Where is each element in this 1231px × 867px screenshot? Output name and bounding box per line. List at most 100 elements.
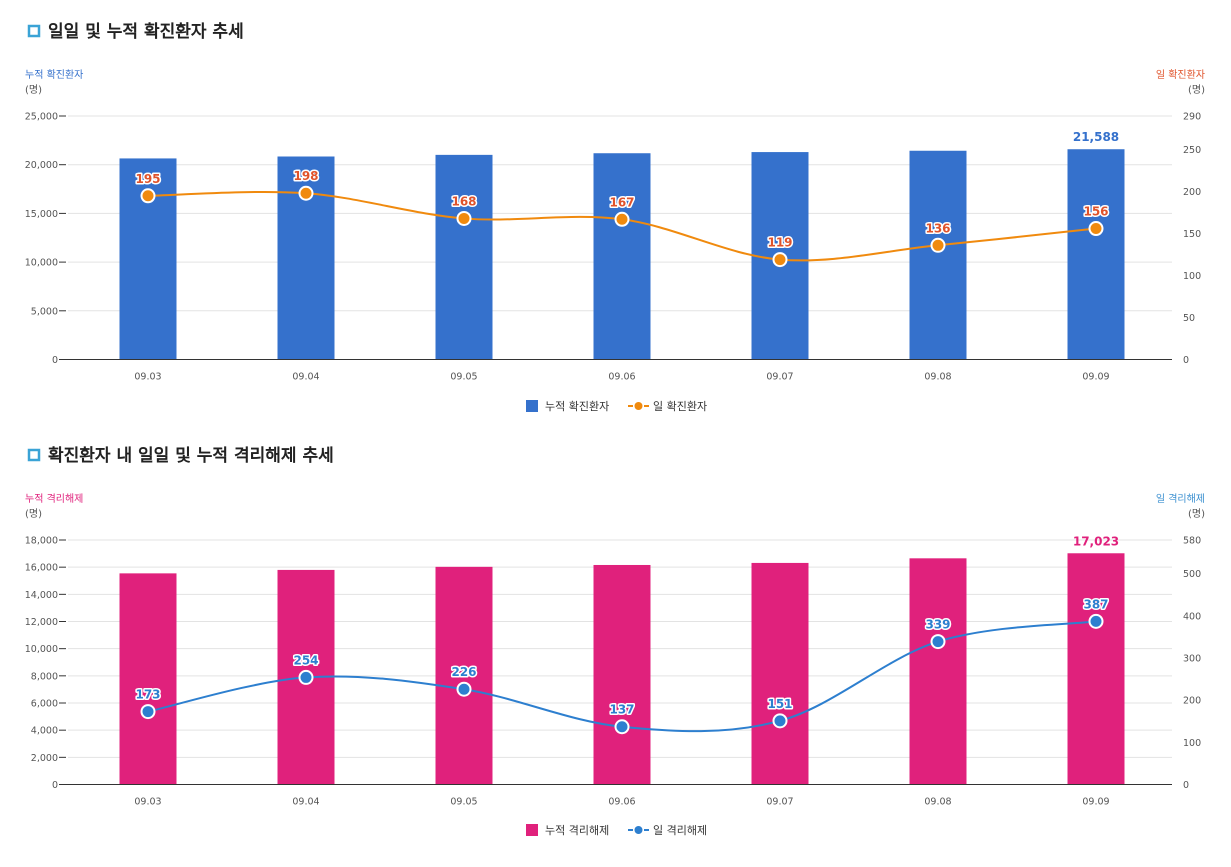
chart-2-title: 확진환자 내 일일 및 누적 격리해제 추세 <box>48 446 334 466</box>
chart-1-legend-bar-label: 누적 확진환자 <box>545 400 609 413</box>
right-tick-label: 400 <box>1183 611 1201 622</box>
chart-1-line-series: 195 198 168 167 119 136 156 <box>134 168 1110 268</box>
line-point <box>140 188 156 204</box>
bar <box>909 558 967 785</box>
left-tick-label: 16,000 <box>25 563 58 574</box>
section-bullet-icon <box>27 448 41 462</box>
x-tick-label: 09.03 <box>134 372 161 383</box>
chart-1-right-axis-unit: (명) <box>1188 84 1205 96</box>
line-point <box>772 252 788 268</box>
line-point-label: 226 <box>451 665 476 679</box>
bar <box>435 154 493 360</box>
x-tick-label: 09.07 <box>766 797 793 808</box>
section-bullet-icon <box>27 24 41 38</box>
bar <box>1067 553 1125 785</box>
right-tick-label: 50 <box>1183 313 1195 324</box>
right-tick-label: 250 <box>1183 145 1201 156</box>
right-tick-label: 290 <box>1183 112 1201 123</box>
chart-1-legend-bar-swatch <box>526 400 538 412</box>
left-tick-label: 4,000 <box>31 726 58 737</box>
left-tick-label: 6,000 <box>31 699 58 710</box>
x-tick-label: 09.03 <box>134 797 161 808</box>
x-tick-label: 09.04 <box>292 797 319 808</box>
line-point-label: 136 <box>925 221 950 235</box>
left-tick-label: 10,000 <box>25 644 58 655</box>
chart-1-left-axis-label: 누적 확진환자 <box>25 69 83 81</box>
right-tick-label: 500 <box>1183 569 1201 580</box>
left-tick-label: 8,000 <box>31 671 58 682</box>
right-tick-label: 0 <box>1183 780 1189 791</box>
x-tick-label: 09.06 <box>608 797 635 808</box>
line-point <box>772 713 788 729</box>
chart-2-right-ticks: 0 100 200 300 400 500 580 <box>1183 536 1201 792</box>
line-point-label: 173 <box>135 688 160 702</box>
chart-1-left-axis-unit: (명) <box>25 84 42 96</box>
x-tick-label: 09.09 <box>1082 372 1109 383</box>
chart-2-left-axis-unit: (명) <box>25 508 42 520</box>
bar <box>593 564 651 785</box>
line-point <box>140 704 156 720</box>
left-tick-label: 10,000 <box>25 258 58 269</box>
chart-1-legend-line-label: 일 확진환자 <box>653 399 707 413</box>
line-point-label: 198 <box>293 169 318 183</box>
chart-2-legend-line-marker <box>634 826 643 834</box>
right-tick-label: 0 <box>1183 355 1189 366</box>
chart-1-x-ticks: 09.03 09.04 09.05 09.06 09.07 09.08 09.09 <box>134 372 1109 383</box>
line-point-label: 119 <box>767 236 792 250</box>
x-tick-label: 09.08 <box>924 372 951 383</box>
chart-1-right-axis-label: 일 확진환자 <box>1156 69 1205 81</box>
left-tick-label: 18,000 <box>25 536 58 547</box>
line-point-label: 156 <box>1083 205 1108 219</box>
line-point-label: 137 <box>609 703 634 717</box>
chart-1-left-ticks: 0 5,000 10,000 15,000 20,000 25,000 <box>25 112 66 366</box>
x-tick-label: 09.05 <box>450 797 477 808</box>
line-point <box>298 669 314 685</box>
right-tick-label: 100 <box>1183 271 1201 282</box>
chart-2-bars <box>119 553 1125 785</box>
chart-2-left-ticks: 0 2,000 4,000 6,000 8,000 10,000 12,000 14,000 1… <box>25 536 66 791</box>
line-point-label: 195 <box>135 172 160 186</box>
chart-2-right-axis-label: 일 격리해제 <box>1156 492 1205 505</box>
chart-2-left-axis-label: 누적 격리해제 <box>25 492 83 505</box>
chart-2-x-ticks: 09.03 09.04 09.05 09.06 09.07 09.08 09.09 <box>134 797 1109 808</box>
line-point <box>456 210 472 226</box>
right-tick-label: 200 <box>1183 696 1201 707</box>
left-tick-label: 20,000 <box>25 160 58 171</box>
line-point <box>1088 221 1104 237</box>
line-point-label: 254 <box>293 653 318 667</box>
left-tick-label: 0 <box>52 780 58 791</box>
line-point-label: 151 <box>767 697 792 711</box>
line-point <box>930 237 946 253</box>
chart-1-right-ticks: 0 50 100 150 200 250 290 <box>1183 112 1201 367</box>
right-tick-label: 580 <box>1183 536 1201 547</box>
line-point-label: 168 <box>451 194 476 208</box>
line-point <box>930 634 946 650</box>
x-tick-label: 09.07 <box>766 372 793 383</box>
right-tick-label: 200 <box>1183 187 1201 198</box>
line-point-label: 387 <box>1083 597 1108 611</box>
bar <box>909 150 967 360</box>
x-tick-label: 09.04 <box>292 372 319 383</box>
line-point <box>298 185 314 201</box>
chart-1-bar-value-label: 21,588 <box>1073 130 1119 144</box>
chart-2-section: 확진환자 내 일일 및 누적 격리해제 추세 누적 격리해제 (명) 일 격리해… <box>25 446 1205 837</box>
bar <box>751 562 809 785</box>
x-tick-label: 09.05 <box>450 372 477 383</box>
x-tick-label: 09.09 <box>1082 797 1109 808</box>
chart-1-bars <box>119 149 1125 360</box>
bar <box>435 566 493 785</box>
right-tick-label: 100 <box>1183 738 1201 749</box>
line-point-label: 167 <box>609 195 634 209</box>
bar <box>593 153 651 360</box>
chart-2-legend-bar-swatch <box>526 824 538 836</box>
bar <box>119 573 177 785</box>
line-point <box>456 681 472 697</box>
right-tick-label: 150 <box>1183 229 1201 240</box>
left-tick-label: 0 <box>52 355 58 366</box>
left-tick-label: 14,000 <box>25 590 58 601</box>
chart-2-bar-value-label: 17,023 <box>1073 534 1119 548</box>
chart-1-legend-line-marker <box>634 402 643 410</box>
left-tick-label: 12,000 <box>25 617 58 628</box>
bar <box>1067 149 1125 360</box>
